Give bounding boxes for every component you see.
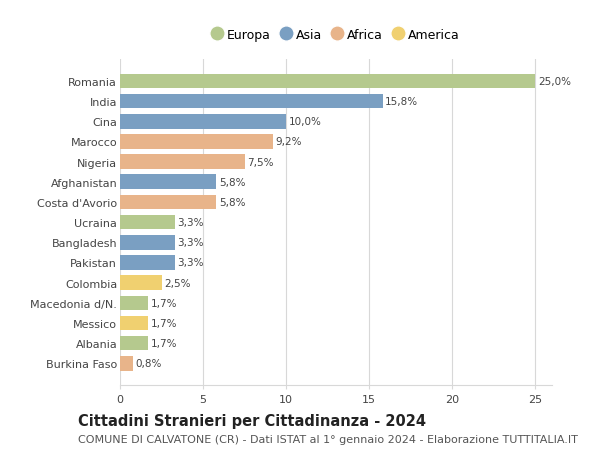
Bar [120,356,133,371]
Bar [120,215,175,230]
Text: 1,7%: 1,7% [151,298,177,308]
Bar [120,316,148,330]
Text: 0,8%: 0,8% [136,358,162,369]
Text: 5,8%: 5,8% [219,197,245,207]
Text: 7,5%: 7,5% [247,157,274,167]
Text: 1,7%: 1,7% [151,338,177,348]
Text: 3,3%: 3,3% [178,238,204,248]
Bar [120,276,161,290]
Bar [120,256,175,270]
Bar [120,135,273,149]
Text: 10,0%: 10,0% [289,117,322,127]
Text: 3,3%: 3,3% [178,218,204,228]
Bar [120,235,175,250]
Text: 15,8%: 15,8% [385,97,418,107]
Text: Cittadini Stranieri per Cittadinanza - 2024: Cittadini Stranieri per Cittadinanza - 2… [78,413,426,428]
Bar [120,95,383,109]
Bar [120,296,148,310]
Bar [120,336,148,351]
Text: 2,5%: 2,5% [164,278,191,288]
Text: 3,3%: 3,3% [178,258,204,268]
Text: 1,7%: 1,7% [151,318,177,328]
Bar [120,155,245,169]
Text: COMUNE DI CALVATONE (CR) - Dati ISTAT al 1° gennaio 2024 - Elaborazione TUTTITAL: COMUNE DI CALVATONE (CR) - Dati ISTAT al… [78,434,578,444]
Bar [120,74,535,89]
Bar [120,195,217,210]
Legend: Europa, Asia, Africa, America: Europa, Asia, Africa, America [207,23,465,46]
Text: 9,2%: 9,2% [275,137,302,147]
Text: 5,8%: 5,8% [219,177,245,187]
Text: 25,0%: 25,0% [538,77,571,87]
Bar [120,115,286,129]
Bar [120,175,217,190]
